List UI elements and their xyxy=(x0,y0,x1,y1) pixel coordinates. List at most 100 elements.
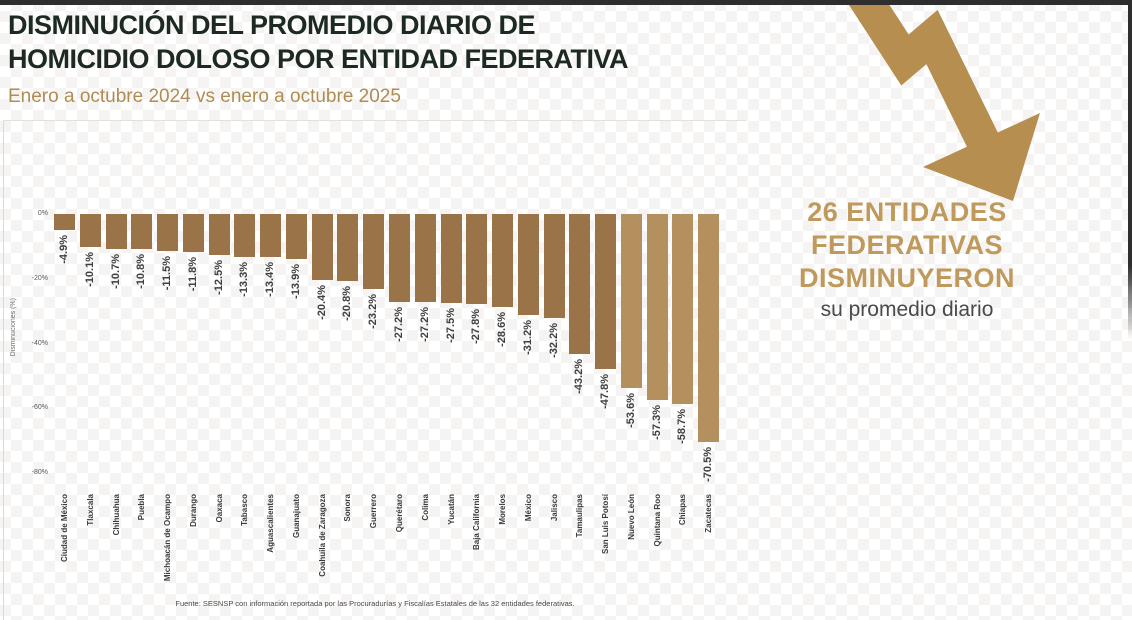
bar xyxy=(517,214,539,315)
downtrend-arrow-svg xyxy=(845,0,1040,201)
bar-value-label: -13.9% xyxy=(289,264,302,299)
bar-value-label: -10.7% xyxy=(109,254,122,289)
callout-line1: 26 ENTIDADES xyxy=(807,197,1007,227)
bar xyxy=(54,214,75,230)
top-edge-strip xyxy=(0,0,1132,5)
right-edge-strip xyxy=(1128,0,1132,340)
bar-value-label: -10.8% xyxy=(135,254,148,289)
bar-value-label: -4.9% xyxy=(58,235,70,264)
y-tick-label: -60% xyxy=(31,404,48,412)
category-label: San Luis Potosí xyxy=(601,494,611,555)
y-tick-label: 0% xyxy=(37,210,48,217)
callout-line3: DISMINUYERON xyxy=(798,263,1015,293)
bar xyxy=(157,214,179,251)
category-label: Quintana Roo xyxy=(652,494,662,547)
category-label: Nuevo León xyxy=(626,494,636,540)
bar-value-label: -10.1% xyxy=(83,252,96,287)
bar-value-label: -70.5% xyxy=(702,447,715,482)
page-title-line2: HOMICIDIO DOLOSO POR ENTIDAD FEDERATIVA xyxy=(8,44,629,74)
category-label: Guanajuato xyxy=(291,494,301,539)
bar-value-label: -11.8% xyxy=(186,257,199,292)
category-label: México xyxy=(523,494,533,522)
category-label: Querétaro xyxy=(395,494,404,533)
bar xyxy=(105,214,127,249)
bar xyxy=(595,214,617,369)
bar xyxy=(363,214,385,289)
bar-value-label: -28.6% xyxy=(496,312,509,347)
bar xyxy=(260,214,282,257)
bar-value-label: -13.3% xyxy=(238,262,251,297)
bar xyxy=(646,214,668,400)
category-label: Tlaxcala xyxy=(85,494,95,526)
bar xyxy=(182,214,204,252)
bar-value-label: -20.8% xyxy=(341,286,354,321)
bar-value-label: -32.2% xyxy=(547,323,560,358)
bar xyxy=(672,214,694,404)
bar-value-label: -43.2% xyxy=(573,359,586,394)
header: DISMINUCIÓN DEL PROMEDIO DIARIO DE HOMIC… xyxy=(8,8,728,108)
category-label: Durango xyxy=(188,494,198,527)
bar xyxy=(311,214,333,280)
bar-value-label: -27.5% xyxy=(444,308,457,343)
y-tick-label: -40% xyxy=(31,339,48,347)
source-note: Fuente: SESNSP con información reportada… xyxy=(175,599,575,608)
bar-value-label: -27.2% xyxy=(418,307,431,342)
page-title-line1: DISMINUCIÓN DEL PROMEDIO DIARIO DE xyxy=(8,10,536,40)
bar-value-label: -23.2% xyxy=(367,294,380,329)
category-label: Sonora xyxy=(343,494,353,522)
bar xyxy=(389,214,410,302)
bar xyxy=(285,214,307,259)
bar xyxy=(414,214,436,302)
page-subtitle: Enero a octubre 2024 vs enero a octubre … xyxy=(8,86,401,107)
bar xyxy=(337,214,359,281)
category-label: Guerrero xyxy=(369,494,379,529)
category-label: Chiapas xyxy=(678,494,688,526)
bar xyxy=(569,214,591,354)
bar-value-label: -57.3% xyxy=(650,405,663,440)
category-label: Colima xyxy=(420,494,430,521)
bar xyxy=(79,214,101,247)
bar-value-label: -12.5% xyxy=(212,260,225,295)
category-label: Puebla xyxy=(137,494,147,521)
category-label: Coahuila de Zaragoza xyxy=(317,494,327,577)
category-label: Michoacán de Ocampo xyxy=(163,494,173,582)
bar-value-label: -47.8% xyxy=(599,374,612,409)
y-axis-title: Disminuciones (%) xyxy=(10,298,17,357)
bar xyxy=(698,214,720,442)
y-tick-label: -20% xyxy=(31,274,48,282)
category-label: Baja California xyxy=(472,494,482,551)
bar-chart: Disminuciones (%) 0% -20% -40% -60% -80% -4.… xyxy=(3,120,746,620)
bar-value-label: -27.8% xyxy=(470,309,483,344)
category-label: Yucatán xyxy=(446,494,456,525)
bar-value-label: -20.4% xyxy=(315,285,328,320)
category-label: Oaxaca xyxy=(214,494,224,523)
bar xyxy=(543,214,565,318)
callout-block: 26 ENTIDADES FEDERATIVAS DISMINUYERON su… xyxy=(757,196,1057,322)
bar-value-label: -58.7% xyxy=(676,409,689,444)
downtrend-arrow-icon xyxy=(835,0,1132,205)
bar xyxy=(492,214,514,307)
category-label: Zacatecas xyxy=(704,494,714,533)
category-label: Chihuahua xyxy=(111,494,121,536)
callout-subline: su promedio diario xyxy=(820,298,994,321)
category-label: Aguascalientes xyxy=(266,494,276,553)
bar-value-label: -31.2% xyxy=(521,320,534,355)
bar xyxy=(466,214,488,304)
bar-value-label: -53.6% xyxy=(624,393,637,428)
bar-value-label: -27.2% xyxy=(393,307,405,342)
bar-value-label: -11.5% xyxy=(161,256,174,291)
bar xyxy=(440,214,462,303)
category-label: Jalisco xyxy=(549,494,559,522)
bar xyxy=(620,214,642,388)
category-label: Tamaulipas xyxy=(575,494,585,538)
bar xyxy=(234,214,256,257)
bar-value-label: -13.4% xyxy=(264,262,277,297)
callout-line2: FEDERATIVAS xyxy=(810,230,1003,260)
category-label: Morelos xyxy=(498,494,508,525)
bar xyxy=(131,214,153,249)
bar xyxy=(208,214,230,255)
category-label: Tabasco xyxy=(240,494,250,526)
category-label: Ciudad de México xyxy=(60,494,69,563)
y-tick-label: -80% xyxy=(31,469,48,477)
